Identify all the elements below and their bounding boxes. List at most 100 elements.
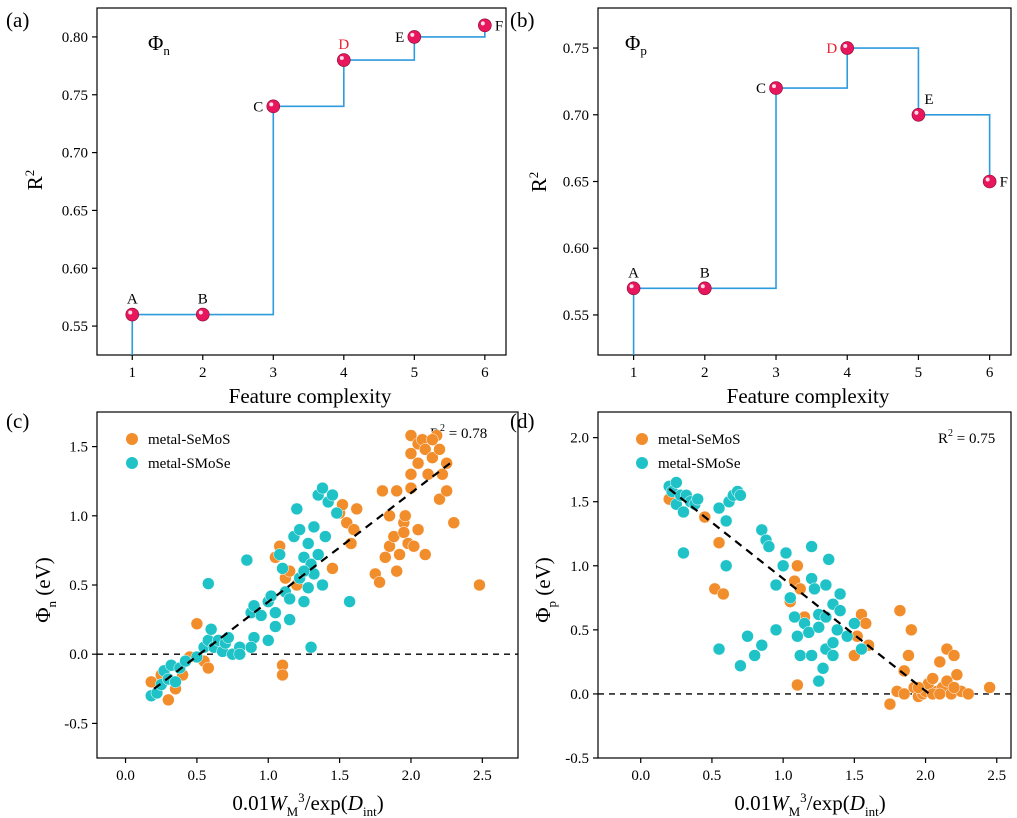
panel-c-xtick-label: 1.5 xyxy=(330,768,349,784)
panel-b-point-b xyxy=(698,281,712,296)
panel-c-point-seMoS xyxy=(426,451,439,464)
panel-d-point-sMoSe xyxy=(855,642,868,656)
panel-d-legend-marker-smose xyxy=(636,457,648,469)
panel-d-scatter-chart: (d) 0.01WM3/exp(Dint) Φp (eV) R2 = 0.75 … xyxy=(510,409,1012,818)
panel-c-point-seMoS xyxy=(426,433,439,446)
panel-d-point-sMoSe xyxy=(833,604,847,617)
panel-c-point-sMoSe xyxy=(293,523,306,536)
panel-c-point-seMoS xyxy=(411,456,425,470)
panel-b-point-highlight xyxy=(843,44,848,49)
panel-a-point-label: A xyxy=(127,292,138,308)
panel-b-point-f xyxy=(982,174,997,189)
panel-d-point-seMoS xyxy=(859,617,872,630)
panel-a-xtick-label: 3 xyxy=(270,365,278,381)
panel-c-r2-annotation: R2 = 0.78 xyxy=(430,423,487,442)
panel-d-point-sMoSe xyxy=(812,621,825,634)
panel-c-legend-marker-semos xyxy=(126,433,138,445)
panel-d-ylabel: Φp (eV) xyxy=(531,557,559,623)
panel-d-point-sMoSe xyxy=(677,546,690,560)
panel-c-point-sMoSe xyxy=(269,620,282,633)
panel-a-ytick-label: 0.60 xyxy=(62,261,88,277)
panel-d-point-sMoSe xyxy=(784,591,797,605)
panel-d-point-seMoS xyxy=(883,697,897,711)
panel-a-step-line xyxy=(131,25,486,355)
panel-d-point-sMoSe xyxy=(826,636,840,649)
panel-d-legend-semos: metal-SeMoS xyxy=(658,432,741,448)
panel-c-point-seMoS xyxy=(399,509,412,523)
panel-b-ytick-label: 0.75 xyxy=(563,41,589,57)
panel-d-point-seMoS xyxy=(926,672,939,685)
panel-c-point-sMoSe xyxy=(244,641,258,654)
panel-c-ytick-label: 0.5 xyxy=(69,578,88,594)
panel-d-point-seMoS xyxy=(893,604,907,617)
panel-b-point-e xyxy=(911,107,926,122)
panel-a-point-highlight xyxy=(198,310,203,315)
panel-d-xtick-label: 2.5 xyxy=(987,768,1006,784)
panel-d-ytick-label: 0.0 xyxy=(570,687,589,703)
panel-d-point-sMoSe xyxy=(712,642,726,656)
panel-c-point-sMoSe xyxy=(316,481,329,495)
panel-c-legend-semos: metal-SeMoS xyxy=(148,432,231,448)
panel-a-axes-frame xyxy=(96,7,507,356)
panel-d-ytick-label: 2.0 xyxy=(570,431,589,447)
panel-c-xtick-label: 0.5 xyxy=(188,768,207,784)
panel-c-point-seMoS xyxy=(190,617,204,631)
panel-a-point-e xyxy=(407,30,422,44)
panel-d-point-seMoS xyxy=(947,681,961,694)
panel-b-ytick-label: 0.55 xyxy=(563,308,589,324)
panel-c-point-sMoSe xyxy=(297,564,311,578)
panel-c-point-seMoS xyxy=(379,551,392,564)
panel-c-point-sMoSe xyxy=(222,631,235,644)
panel-d-point-sMoSe xyxy=(812,674,825,688)
panel-c-point-sMoSe xyxy=(307,520,321,534)
panel-c-point-seMoS xyxy=(473,578,486,592)
panel-b-xtick-label: 3 xyxy=(772,365,780,381)
panel-c-point-sMoSe xyxy=(290,502,304,516)
panel-b-point-highlight xyxy=(772,84,777,89)
panel-d-point-seMoS xyxy=(717,587,730,601)
panel-c-xtick-label: 1.0 xyxy=(259,768,278,784)
panel-b-title: Φp xyxy=(625,31,647,58)
panel-b-point-label: A xyxy=(628,265,639,281)
panel-a-point-b xyxy=(195,307,210,322)
panel-d-point-sMoSe xyxy=(822,553,835,566)
panel-c-point-seMoS xyxy=(440,484,453,498)
panel-b-point-label: E xyxy=(924,92,933,108)
panel-d-point-seMoS xyxy=(933,687,947,701)
panel-c-ytick-label: 1.5 xyxy=(69,440,88,456)
panel-d-xtick-label: 2.0 xyxy=(916,768,935,784)
panel-b-point-label: F xyxy=(1000,175,1008,191)
panel-a-point-c xyxy=(266,99,281,114)
panel-a-point-d xyxy=(337,53,351,67)
panel-d-plot-area: 0.0 0.5 1.0 1.5 2.0 2.5 -0.5 0.0 0.5 1.0 1.5 2.0 xyxy=(565,411,1012,784)
panel-d-ytick-label: 1.5 xyxy=(570,495,589,511)
panel-a-xtick-label: 2 xyxy=(199,365,207,381)
panel-b-ytick-label: 0.65 xyxy=(563,175,589,191)
panel-a-ytick-label: 0.55 xyxy=(62,319,88,335)
panel-d-point-sMoSe xyxy=(826,649,840,662)
panel-a-point-f xyxy=(478,18,492,33)
panel-c-point-seMoS xyxy=(411,523,425,536)
panel-c-point-sMoSe xyxy=(204,623,218,636)
panel-b-point-d xyxy=(840,41,855,55)
panel-b-xtick-label: 4 xyxy=(843,365,851,381)
panel-b-point-highlight xyxy=(985,177,990,182)
panel-d-point-seMoS xyxy=(947,649,961,662)
panel-c-point-seMoS xyxy=(447,516,461,529)
panel-d-legend-smose: metal-SMoSe xyxy=(658,456,741,472)
panel-d-point-sMoSe xyxy=(776,559,790,573)
panel-d-point-sMoSe xyxy=(808,582,821,596)
panel-b-xtick-label: 2 xyxy=(701,365,709,381)
panel-c-point-seMoS xyxy=(347,523,361,536)
panel-d-point-sMoSe xyxy=(670,476,683,489)
panel-b-xtick-label: 1 xyxy=(630,365,638,381)
panel-d-legend-marker-semos xyxy=(636,433,648,445)
panel-a-point-a xyxy=(125,307,140,322)
panel-c-label: (c) xyxy=(6,409,29,433)
panel-c-xtick-label: 0.0 xyxy=(116,768,135,784)
panel-a-point-label: C xyxy=(253,99,263,115)
panel-c-point-seMoS xyxy=(383,509,396,523)
panel-d-point-sMoSe xyxy=(788,610,801,624)
panel-d-point-sMoSe xyxy=(848,617,861,630)
panel-d-ytick-label: 0.5 xyxy=(570,623,589,639)
